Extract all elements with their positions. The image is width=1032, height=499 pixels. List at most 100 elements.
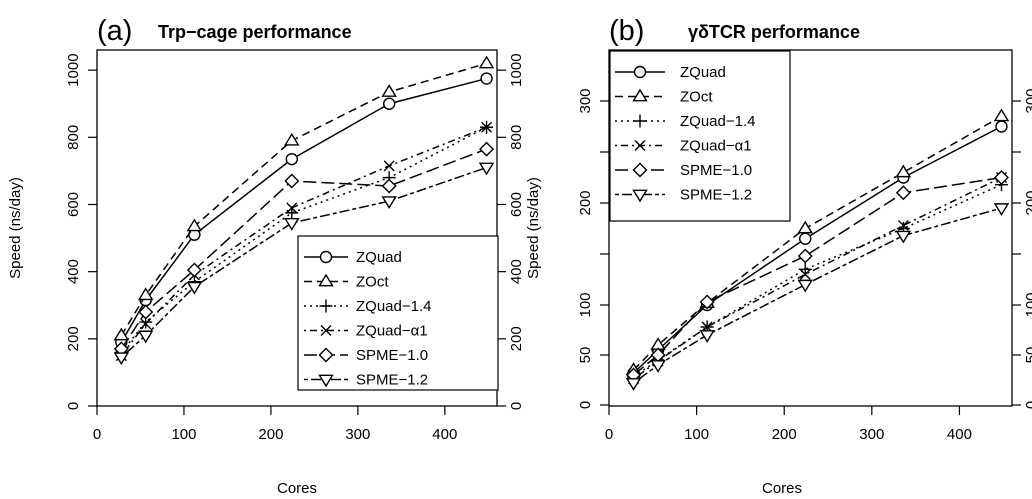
legend-label: SPME−1.2	[680, 187, 752, 204]
data-point	[993, 170, 1009, 185]
data-point	[186, 262, 202, 278]
data-point	[286, 202, 298, 214]
data-point	[113, 327, 130, 341]
data-point	[382, 97, 396, 110]
y-axis-label: Speed (ns/day)	[525, 177, 542, 279]
data-point	[797, 220, 813, 234]
data-point	[478, 55, 495, 69]
legend-label: ZQuad−1.4	[680, 113, 755, 130]
data-point	[113, 352, 130, 366]
panel-b: (b) γδTCR performance Speed (ns/day) Cor…	[525, 15, 1032, 497]
data-point	[993, 203, 1010, 216]
data-point	[993, 108, 1010, 122]
legend-label: ZQuad	[680, 64, 726, 81]
data-point	[799, 232, 812, 245]
series-layer	[625, 108, 1010, 391]
legend-entry: ZQuad−α1	[304, 323, 428, 340]
y-tick-label-right: 100	[1023, 292, 1032, 317]
legend-marker	[320, 325, 332, 336]
legend-label: SPME−1.0	[680, 162, 752, 179]
series-layer	[113, 55, 495, 366]
legend-entry: SPME−1.0	[304, 347, 428, 364]
legend-marker	[318, 347, 334, 363]
legend-entry: ZQuad	[615, 64, 726, 81]
data-point	[481, 121, 493, 133]
legend-entry: ZOct	[615, 89, 713, 106]
legend-entry: ZQuad−1.4	[615, 113, 755, 130]
legend-marker	[319, 299, 333, 313]
series-line	[633, 207, 1002, 384]
x-tick-label: 200	[772, 426, 797, 443]
data-point	[137, 287, 154, 301]
legend-box	[297, 235, 499, 391]
legend-entry: ZQuad−1.4	[304, 298, 431, 315]
data-point	[140, 318, 152, 330]
chart-title: γδTCR performance	[688, 22, 860, 42]
data-point	[799, 268, 811, 280]
data-point	[186, 218, 203, 232]
data-point	[285, 152, 298, 166]
y-tick-label-right: 300	[1023, 88, 1032, 113]
data-point	[381, 196, 397, 209]
legend-label: SPME−1.2	[356, 372, 428, 389]
data-point	[895, 230, 912, 244]
data-point	[797, 279, 813, 293]
legend-entry: SPME−1.0	[615, 162, 752, 179]
legend-label: ZOct	[680, 89, 713, 106]
x-tick-label: 200	[258, 426, 283, 443]
data-point	[284, 173, 300, 189]
panel-label: (a)	[97, 15, 132, 47]
legend-marker	[633, 65, 647, 79]
y-tick-label: 50	[577, 347, 594, 364]
axes: 0 100 200 300 400 0 0 50 50 100 100 200 200 300 300	[577, 88, 1032, 443]
data-point	[186, 281, 203, 295]
legend-rows: ZQuad ZOct ZQuad−1.4 ZQuad−α1 SPME−1.0 SPME−1…	[304, 249, 431, 389]
data-point	[480, 72, 493, 85]
data-point	[699, 294, 715, 310]
y-tick-label: 200	[65, 326, 82, 351]
data-point	[478, 162, 495, 176]
y-tick-label: 0	[65, 402, 82, 410]
legend-rows: ZQuad ZOct ZQuad−1.4 ZQuad−α1 SPME−1.0 SPME−1…	[615, 64, 755, 204]
y-tick-label: 600	[65, 192, 82, 217]
series-line	[120, 166, 487, 358]
legend-label: ZOct	[356, 274, 389, 291]
x-tick-label: 400	[432, 426, 457, 443]
data-point	[137, 330, 154, 344]
axes: 0 100 200 300 400 0 0 200 200 400 400 600 600 800 800 1…	[65, 53, 525, 443]
legend-entry: SPME−1.2	[615, 187, 752, 204]
series	[625, 203, 1010, 391]
x-tick-label: 0	[605, 426, 613, 443]
series-line	[120, 77, 487, 343]
y-tick-label: 300	[577, 88, 594, 113]
legend-marker	[633, 114, 647, 128]
data-point	[650, 360, 666, 373]
legend-marker	[319, 250, 333, 264]
x-tick-label: 100	[171, 426, 196, 443]
series	[114, 120, 494, 359]
legend-marker	[632, 88, 648, 102]
y-axis-label: Speed (ns/day)	[7, 177, 24, 279]
plot-frame	[608, 49, 1013, 407]
data-point	[381, 178, 397, 194]
y-tick-label-right: 200	[508, 326, 525, 351]
x-tick-label: 400	[947, 426, 972, 443]
data-point	[138, 304, 154, 320]
data-point	[381, 84, 397, 97]
legend-entry: ZOct	[304, 274, 389, 291]
data-point	[625, 378, 642, 391]
data-point	[895, 164, 912, 178]
y-tick-label-right: 1000	[508, 53, 525, 86]
legend-label: ZQuad−α1	[680, 138, 752, 155]
legend-marker	[634, 140, 646, 151]
data-point	[797, 248, 813, 264]
plot-frame	[96, 49, 498, 407]
series-line	[120, 62, 487, 336]
data-point	[699, 330, 715, 343]
data-point	[479, 141, 495, 157]
series	[113, 141, 495, 357]
series-line	[120, 126, 487, 353]
data-point	[995, 120, 1008, 133]
series	[113, 55, 495, 341]
